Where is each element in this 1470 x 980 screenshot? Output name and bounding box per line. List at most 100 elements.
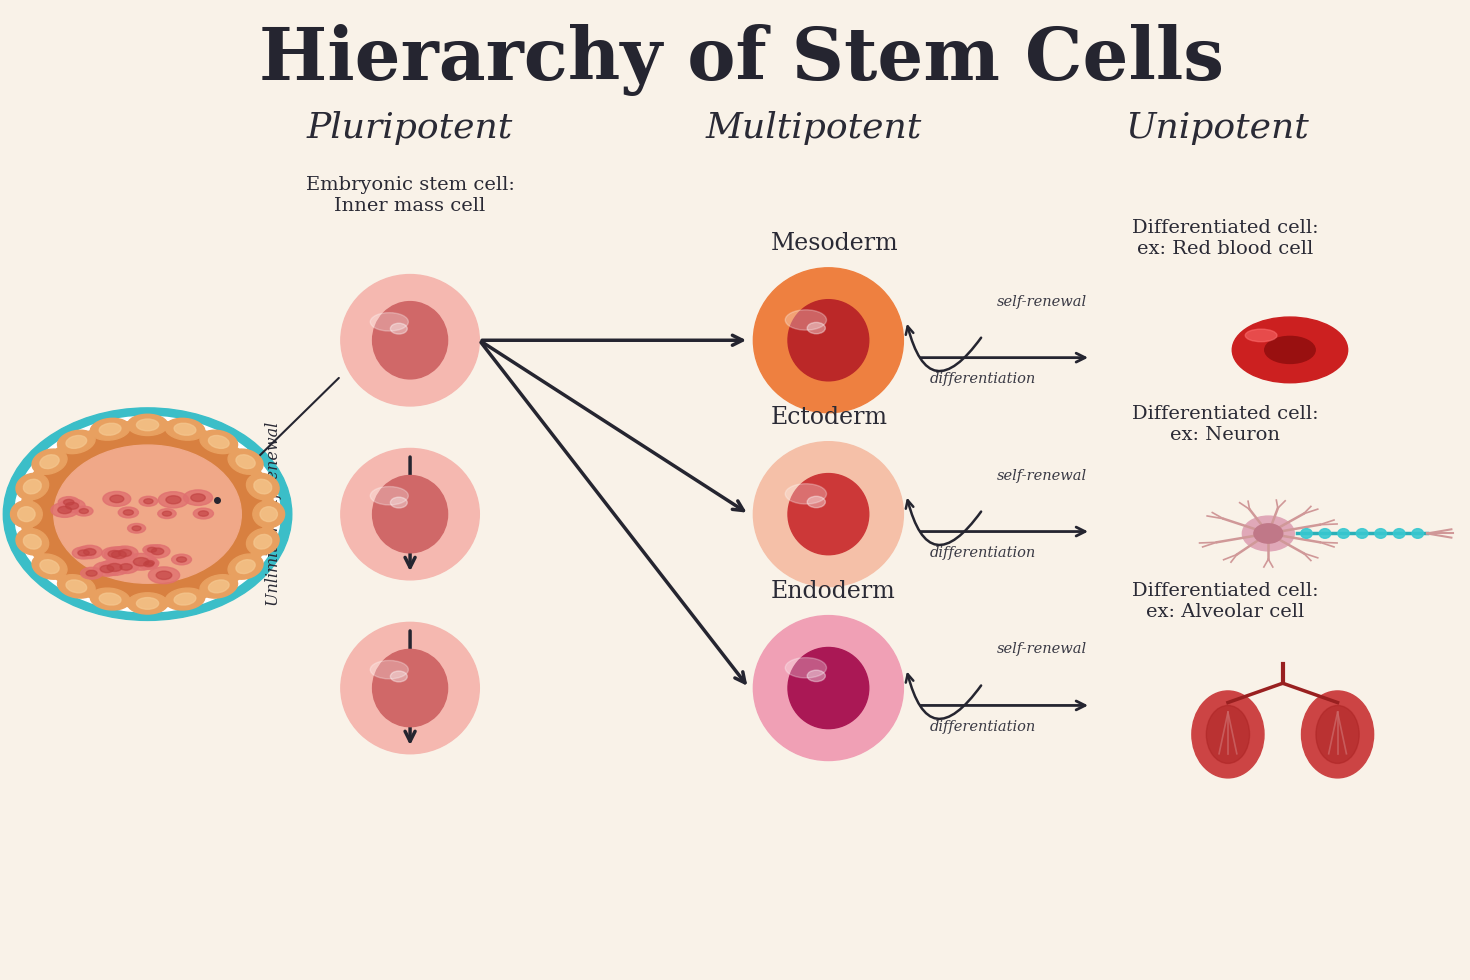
- Ellipse shape: [113, 561, 138, 573]
- Ellipse shape: [254, 534, 272, 549]
- Ellipse shape: [90, 418, 129, 440]
- Ellipse shape: [98, 593, 121, 605]
- Ellipse shape: [1232, 318, 1348, 383]
- Ellipse shape: [16, 528, 49, 555]
- Ellipse shape: [1338, 528, 1349, 538]
- Ellipse shape: [260, 507, 278, 521]
- Ellipse shape: [101, 547, 126, 561]
- Ellipse shape: [141, 558, 159, 567]
- Ellipse shape: [372, 475, 447, 553]
- Ellipse shape: [128, 415, 168, 435]
- Ellipse shape: [118, 507, 138, 517]
- Ellipse shape: [100, 560, 129, 575]
- Ellipse shape: [754, 268, 904, 413]
- Ellipse shape: [162, 512, 172, 516]
- Ellipse shape: [151, 548, 163, 555]
- Ellipse shape: [66, 503, 78, 510]
- Ellipse shape: [72, 547, 96, 559]
- Ellipse shape: [144, 562, 153, 566]
- Ellipse shape: [754, 442, 904, 587]
- Ellipse shape: [132, 526, 141, 531]
- Ellipse shape: [166, 496, 181, 504]
- Ellipse shape: [807, 322, 825, 334]
- Ellipse shape: [98, 423, 121, 435]
- Text: Unlimited self-renewal: Unlimited self-renewal: [265, 422, 282, 607]
- Ellipse shape: [59, 497, 79, 508]
- Ellipse shape: [119, 550, 131, 557]
- Ellipse shape: [165, 418, 204, 440]
- Ellipse shape: [87, 570, 97, 576]
- Ellipse shape: [128, 593, 168, 614]
- Ellipse shape: [370, 313, 409, 331]
- Ellipse shape: [128, 523, 146, 533]
- Ellipse shape: [32, 554, 68, 579]
- Ellipse shape: [159, 492, 188, 508]
- Ellipse shape: [1357, 528, 1369, 538]
- Ellipse shape: [200, 574, 238, 598]
- Text: Differentiated cell:
ex: Neuron: Differentiated cell: ex: Neuron: [1132, 405, 1319, 444]
- Ellipse shape: [370, 486, 409, 505]
- Ellipse shape: [1242, 516, 1294, 551]
- Ellipse shape: [254, 479, 272, 494]
- Ellipse shape: [788, 648, 869, 728]
- Ellipse shape: [807, 670, 825, 681]
- Ellipse shape: [146, 545, 171, 558]
- Ellipse shape: [173, 423, 196, 435]
- Ellipse shape: [51, 503, 78, 517]
- Ellipse shape: [16, 473, 49, 500]
- Ellipse shape: [146, 561, 154, 565]
- Ellipse shape: [391, 671, 407, 682]
- Ellipse shape: [57, 574, 96, 598]
- Ellipse shape: [1254, 524, 1283, 543]
- Text: self-renewal: self-renewal: [997, 295, 1088, 309]
- Ellipse shape: [198, 511, 209, 516]
- Ellipse shape: [200, 430, 238, 454]
- Ellipse shape: [63, 500, 74, 505]
- Ellipse shape: [78, 545, 103, 559]
- Ellipse shape: [1207, 706, 1250, 763]
- Ellipse shape: [107, 564, 122, 571]
- Ellipse shape: [100, 565, 113, 572]
- Ellipse shape: [788, 473, 869, 555]
- Text: differentiation: differentiation: [929, 719, 1035, 734]
- Ellipse shape: [785, 484, 826, 504]
- Ellipse shape: [165, 588, 204, 610]
- Ellipse shape: [247, 473, 279, 500]
- Ellipse shape: [40, 455, 59, 468]
- Ellipse shape: [110, 495, 123, 503]
- Ellipse shape: [107, 551, 121, 558]
- Ellipse shape: [143, 545, 162, 555]
- Ellipse shape: [137, 419, 159, 431]
- Ellipse shape: [1192, 691, 1264, 778]
- Text: differentiation: differentiation: [929, 371, 1035, 386]
- Ellipse shape: [173, 593, 196, 605]
- Ellipse shape: [78, 550, 90, 556]
- Ellipse shape: [21, 420, 275, 608]
- Ellipse shape: [1316, 706, 1360, 763]
- Ellipse shape: [172, 554, 191, 564]
- Ellipse shape: [112, 551, 126, 559]
- Ellipse shape: [24, 479, 41, 494]
- Ellipse shape: [32, 429, 263, 599]
- Ellipse shape: [1413, 528, 1423, 538]
- Ellipse shape: [807, 496, 825, 508]
- Ellipse shape: [176, 557, 187, 563]
- Ellipse shape: [228, 554, 263, 579]
- Ellipse shape: [341, 622, 479, 754]
- Ellipse shape: [191, 494, 206, 502]
- Ellipse shape: [157, 509, 176, 518]
- Ellipse shape: [147, 548, 156, 552]
- Ellipse shape: [372, 650, 447, 727]
- Ellipse shape: [184, 490, 213, 506]
- Ellipse shape: [94, 562, 121, 576]
- Text: Differentiated cell:
ex: Red blood cell: Differentiated cell: ex: Red blood cell: [1132, 220, 1319, 258]
- Ellipse shape: [121, 564, 132, 570]
- Ellipse shape: [144, 499, 153, 504]
- Ellipse shape: [148, 566, 179, 584]
- Ellipse shape: [788, 300, 869, 381]
- Text: Mesoderm: Mesoderm: [770, 232, 898, 255]
- Ellipse shape: [247, 528, 279, 555]
- Ellipse shape: [754, 615, 904, 760]
- Ellipse shape: [24, 534, 41, 549]
- Ellipse shape: [370, 661, 409, 679]
